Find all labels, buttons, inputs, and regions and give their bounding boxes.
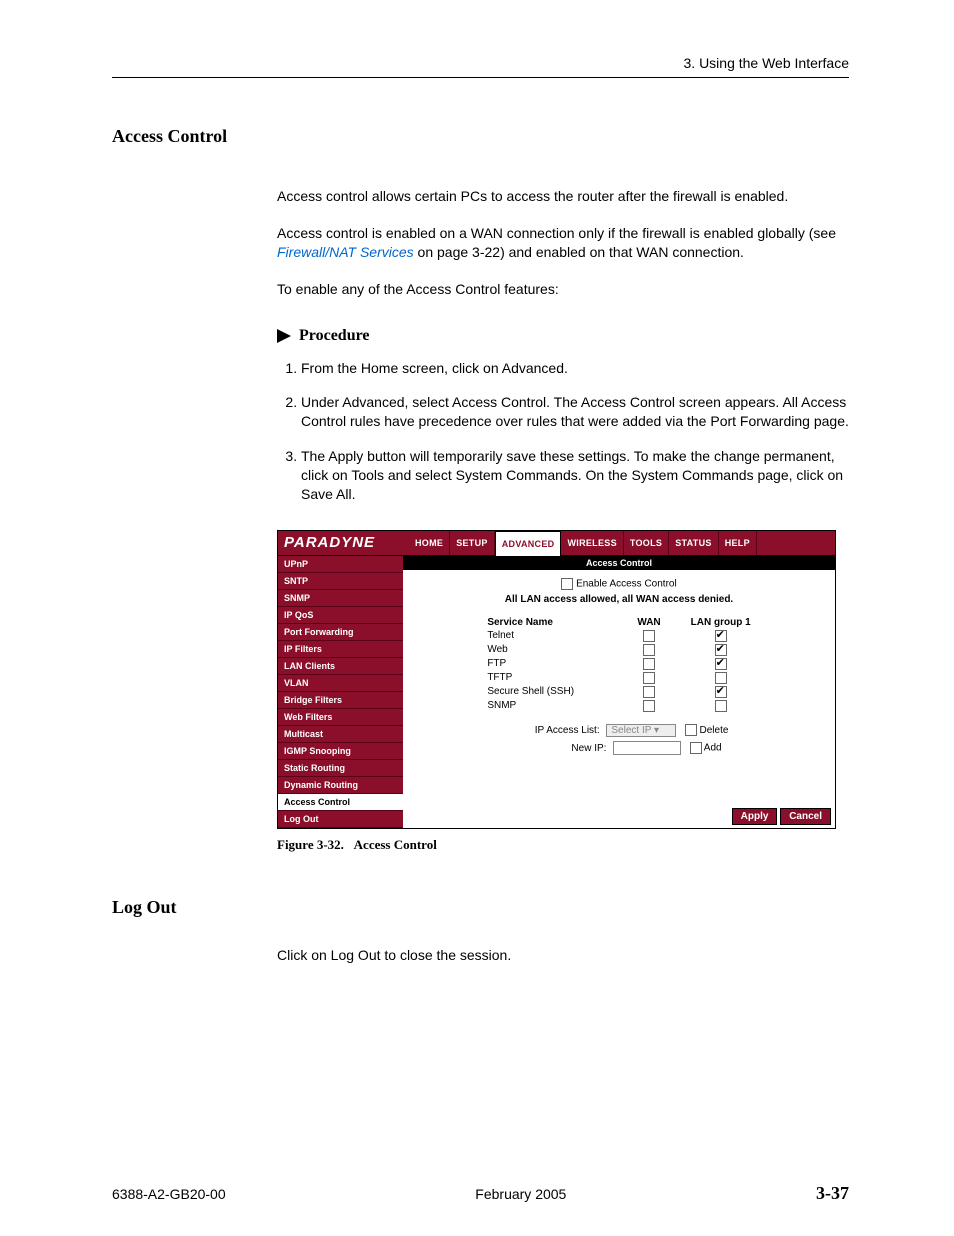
- service-name: SNMP: [473, 700, 621, 712]
- service-lan-checkbox[interactable]: [715, 658, 727, 670]
- figure-number: Figure 3-32.: [277, 837, 344, 852]
- ip-access-list-label: IP Access List:: [510, 725, 600, 736]
- sidebar-item-snmp[interactable]: SNMP: [278, 590, 403, 607]
- para-logout: Click on Log Out to close the session.: [277, 946, 849, 965]
- sidebar-item-upnp[interactable]: UPnP: [278, 556, 403, 573]
- para-intro-1: Access control allows certain PCs to acc…: [277, 187, 849, 206]
- sidebar-item-ip-qos[interactable]: IP QoS: [278, 607, 403, 624]
- col-wan: WAN: [623, 617, 674, 628]
- sidebar-item-log-out[interactable]: Log Out: [278, 811, 403, 828]
- tab-home[interactable]: HOME: [409, 531, 450, 555]
- service-name: TFTP: [473, 672, 621, 684]
- sidebar-item-port-forwarding[interactable]: Port Forwarding: [278, 624, 403, 641]
- tab-setup[interactable]: SETUP: [450, 531, 495, 555]
- sidebar-item-ip-filters[interactable]: IP Filters: [278, 641, 403, 658]
- service-wan-checkbox[interactable]: [643, 630, 655, 642]
- procedure-steps: From the Home screen, click on Advanced.…: [277, 359, 849, 504]
- service-lan-checkbox[interactable]: [715, 686, 727, 698]
- para-intro-2: Access control is enabled on a WAN conne…: [277, 224, 849, 262]
- chevron-down-icon: ▾: [654, 725, 659, 736]
- service-row: Telnet: [473, 630, 764, 642]
- service-name: Telnet: [473, 630, 621, 642]
- apply-button[interactable]: Apply: [732, 808, 778, 825]
- col-service-name: Service Name: [473, 617, 621, 628]
- sidebar-item-static-routing[interactable]: Static Routing: [278, 760, 403, 777]
- service-lan-checkbox[interactable]: [715, 630, 727, 642]
- service-name: FTP: [473, 658, 621, 670]
- header-chapter: 3. Using the Web Interface: [112, 55, 849, 71]
- add-label: Add: [704, 743, 722, 754]
- service-wan-checkbox[interactable]: [643, 700, 655, 712]
- add-ip-checkbox[interactable]: [690, 742, 702, 754]
- services-table: Service Name WAN LAN group 1 Telnet Web FT…: [471, 615, 766, 714]
- sidebar-item-lan-clients[interactable]: LAN Clients: [278, 658, 403, 675]
- step-1: From the Home screen, click on Advanced.: [301, 359, 849, 378]
- sidebar-item-vlan[interactable]: VLAN: [278, 675, 403, 692]
- tab-wireless[interactable]: WIRELESS: [561, 531, 623, 555]
- service-wan-checkbox[interactable]: [643, 658, 655, 670]
- footer-date: February 2005: [475, 1186, 566, 1202]
- tab-tools[interactable]: TOOLS: [624, 531, 669, 555]
- service-name: Web: [473, 644, 621, 656]
- sidebar: UPnPSNTPSNMPIP QoSPort ForwardingIP Filt…: [278, 556, 403, 828]
- service-row: Secure Shell (SSH): [473, 686, 764, 698]
- procedure-arrow-icon: [277, 329, 291, 343]
- sidebar-item-dynamic-routing[interactable]: Dynamic Routing: [278, 777, 403, 794]
- service-row: FTP: [473, 658, 764, 670]
- brand-logo: PARADYNE: [278, 531, 409, 555]
- service-lan-checkbox[interactable]: [715, 672, 727, 684]
- sidebar-item-sntp[interactable]: SNTP: [278, 573, 403, 590]
- sidebar-item-multicast[interactable]: Multicast: [278, 726, 403, 743]
- ip-access-list-select[interactable]: Select IP ▾: [606, 724, 676, 737]
- step-3: The Apply button will temporarily save t…: [301, 447, 849, 504]
- figure-title: Access Control: [354, 837, 437, 852]
- sidebar-item-bridge-filters[interactable]: Bridge Filters: [278, 692, 403, 709]
- sidebar-item-access-control[interactable]: Access Control: [278, 794, 403, 811]
- sidebar-item-web-filters[interactable]: Web Filters: [278, 709, 403, 726]
- service-wan-checkbox[interactable]: [643, 644, 655, 656]
- para-intro-2a: Access control is enabled on a WAN conne…: [277, 225, 836, 241]
- tab-status[interactable]: STATUS: [669, 531, 718, 555]
- content-title: Access Control: [403, 556, 835, 570]
- tab-help[interactable]: HELP: [719, 531, 757, 555]
- section-heading-access-control: Access Control: [112, 126, 849, 147]
- service-row: SNMP: [473, 700, 764, 712]
- enable-access-control-checkbox[interactable]: [561, 578, 573, 590]
- para-intro-3: To enable any of the Access Control feat…: [277, 280, 849, 299]
- new-ip-input[interactable]: [613, 741, 681, 755]
- service-row: Web: [473, 644, 764, 656]
- cancel-button[interactable]: Cancel: [780, 808, 831, 825]
- enable-access-control-label: Enable Access Control: [576, 579, 677, 590]
- para-intro-2b: on page 3-22) and enabled on that WAN co…: [414, 244, 744, 260]
- access-control-screenshot: PARADYNE HOMESETUPADVANCEDWIRELESSTOOLSS…: [277, 530, 836, 829]
- service-lan-checkbox[interactable]: [715, 644, 727, 656]
- service-wan-checkbox[interactable]: [643, 672, 655, 684]
- sidebar-item-igmp-snooping[interactable]: IGMP Snooping: [278, 743, 403, 760]
- new-ip-label: New IP:: [516, 743, 606, 754]
- link-firewall-nat-services[interactable]: Firewall/NAT Services: [277, 244, 414, 260]
- footer-page-number: 3-37: [816, 1183, 849, 1204]
- service-name: Secure Shell (SSH): [473, 686, 621, 698]
- footer-doc-id: 6388-A2-GB20-00: [112, 1186, 226, 1202]
- col-lan-group-1: LAN group 1: [677, 617, 765, 628]
- nav-tabs: HOMESETUPADVANCEDWIRELESSTOOLSSTATUSHELP: [409, 531, 835, 555]
- access-status-text: All LAN access allowed, all WAN access d…: [415, 594, 823, 605]
- delete-label: Delete: [700, 725, 729, 736]
- service-row: TFTP: [473, 672, 764, 684]
- delete-ip-checkbox[interactable]: [685, 724, 697, 736]
- service-wan-checkbox[interactable]: [643, 686, 655, 698]
- service-lan-checkbox[interactable]: [715, 700, 727, 712]
- tab-advanced[interactable]: ADVANCED: [495, 531, 562, 556]
- procedure-label: Procedure: [299, 327, 370, 345]
- header-rule: [112, 77, 849, 78]
- step-2: Under Advanced, select Access Control. T…: [301, 393, 849, 431]
- section-heading-log-out: Log Out: [112, 897, 849, 918]
